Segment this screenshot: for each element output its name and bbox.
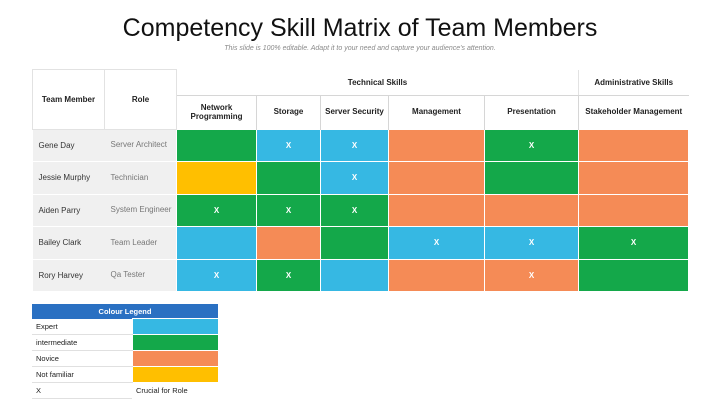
skill-cell: X xyxy=(388,226,485,260)
legend-label: Novice xyxy=(32,350,132,367)
skill-cell xyxy=(176,128,257,162)
skill-cell: X xyxy=(320,193,389,227)
skill-cell xyxy=(388,258,485,292)
skill-cell xyxy=(578,193,689,227)
legend-label: Not familiar xyxy=(32,366,132,383)
header-technical-skills: Technical Skills xyxy=(176,69,579,96)
header-team-member: Team Member xyxy=(32,69,105,130)
member-name: Bailey Clark xyxy=(32,226,105,260)
skill-cell: X xyxy=(484,258,579,292)
skill-cell: X xyxy=(176,193,257,227)
skill-cell xyxy=(256,226,321,260)
skill-cell xyxy=(388,193,485,227)
header-skill-network-programming: Network Programming xyxy=(176,95,257,129)
table-row: Bailey Clark Team Leader X X X xyxy=(32,226,689,260)
member-role: Technician xyxy=(104,161,177,195)
legend-swatch xyxy=(131,334,219,351)
skill-cell xyxy=(388,161,485,195)
legend-row: Novice xyxy=(32,350,219,367)
table-row: Gene Day Server Architect X X X xyxy=(32,128,689,162)
colour-legend: Colour Legend Expert intermediate Novice No… xyxy=(32,304,219,399)
header-skill-storage: Storage xyxy=(256,95,321,129)
header-skill-presentation: Presentation xyxy=(484,95,579,129)
skill-cell xyxy=(176,226,257,260)
header-skill-management: Management xyxy=(388,95,485,129)
legend-x-symbol: X xyxy=(32,382,132,399)
legend-swatch xyxy=(131,318,219,335)
member-name: Jessie Murphy xyxy=(32,161,105,195)
legend-swatch xyxy=(131,350,219,367)
skill-cell: X xyxy=(256,128,321,162)
skill-cell: X xyxy=(256,258,321,292)
skill-cell: X xyxy=(176,258,257,292)
legend-label: Expert xyxy=(32,318,132,335)
skill-cell xyxy=(578,128,689,162)
member-role: Server Architect xyxy=(104,129,177,162)
header-administrative-skills: Administrative Skills xyxy=(578,69,689,96)
member-role: Qa Tester xyxy=(104,259,177,292)
skill-cell xyxy=(578,161,689,195)
legend-x-meaning: Crucial for Role xyxy=(136,386,188,396)
skill-cell xyxy=(320,258,389,292)
skill-cell: X xyxy=(256,193,321,227)
skill-cell: X xyxy=(578,226,689,260)
legend-row: X Crucial for Role xyxy=(32,382,218,399)
skill-cell: X xyxy=(484,226,579,260)
page-title: Competency Skill Matrix of Team Members xyxy=(122,14,598,42)
skill-matrix-table: Team Member Role Technical Skills Admini… xyxy=(32,69,689,292)
header-skill-stakeholder-management: Stakeholder Management xyxy=(578,95,689,129)
member-name: Gene Day xyxy=(32,129,105,162)
skill-cell xyxy=(256,161,321,195)
member-name: Rory Harvey xyxy=(32,259,105,292)
member-name: Aiden Parry xyxy=(32,194,105,227)
member-role: Team Leader xyxy=(104,226,177,260)
legend-title: Colour Legend xyxy=(32,304,219,319)
table-row: Rory Harvey Qa Tester X X X xyxy=(32,258,689,292)
member-role: System Engineer xyxy=(104,194,177,227)
page-subtitle: This slide is 100% editable. Adapt it to… xyxy=(224,45,496,52)
legend-row: intermediate xyxy=(32,334,219,351)
skill-cell: X xyxy=(320,161,389,195)
skill-cell xyxy=(320,226,389,260)
legend-row: Not familiar xyxy=(32,366,219,383)
legend-swatch xyxy=(131,366,219,383)
skill-cell xyxy=(388,128,485,162)
header-skill-server-security: Server Security xyxy=(320,95,389,129)
table-row: Jessie Murphy Technician X xyxy=(32,161,689,195)
legend-label: intermediate xyxy=(32,334,132,351)
skill-cell: X xyxy=(320,128,389,162)
skill-cell xyxy=(484,193,579,227)
table-row: Aiden Parry System Engineer X X X xyxy=(32,193,689,227)
legend-row: Expert xyxy=(32,318,219,335)
skill-cell xyxy=(578,258,689,292)
skill-cell xyxy=(176,161,257,195)
skill-cell: X xyxy=(484,128,579,162)
skill-cell xyxy=(484,161,579,195)
header-role: Role xyxy=(104,69,177,130)
